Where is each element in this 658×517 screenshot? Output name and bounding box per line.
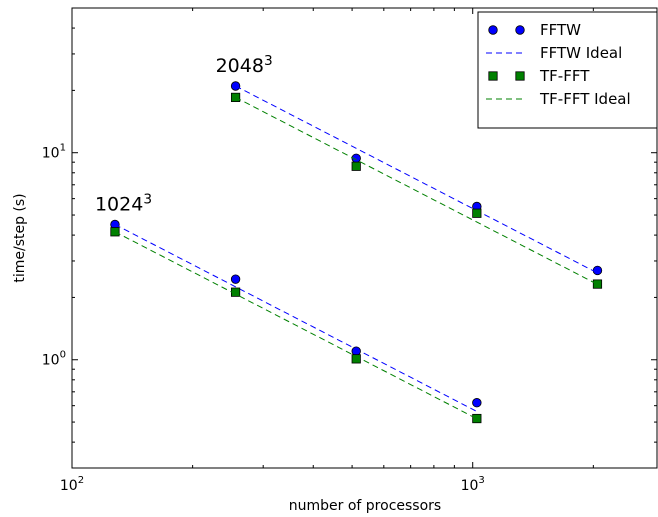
x-axis-label: number of processors	[289, 498, 441, 514]
data-point-square	[592, 279, 603, 289]
legend-label: FFTW Ideal	[540, 44, 622, 62]
data-point-square	[230, 92, 241, 102]
ideal-line	[114, 231, 478, 420]
legend-marker-circle	[515, 25, 525, 35]
data-point-square	[472, 208, 482, 218]
y-tick-label: 101	[42, 143, 66, 162]
legend-marker-square	[515, 71, 525, 81]
data-point-square	[110, 227, 120, 237]
size-annotation: 20483	[216, 53, 273, 77]
legend-marker-circle	[488, 25, 498, 35]
x-tick-label: 102	[60, 475, 84, 494]
legend-marker-square	[488, 71, 498, 81]
plot-frame	[71, 7, 658, 469]
data-point-square	[472, 413, 482, 424]
axis-ticks: 102 103 100 101	[42, 7, 657, 494]
legend-label: FFTW	[540, 21, 581, 39]
data-point-square	[351, 354, 361, 364]
ideal-line	[235, 96, 598, 285]
data-point-circle	[230, 274, 241, 284]
plot-area	[110, 81, 603, 424]
ideal-line	[114, 224, 478, 412]
x-tick-label: 103	[461, 475, 485, 494]
legend-box	[477, 11, 658, 129]
ideal-line	[235, 85, 598, 274]
data-point-square	[351, 161, 361, 171]
legend-label: TF-FFT Ideal	[539, 90, 631, 108]
annotations: 10243 20483	[95, 53, 273, 216]
legend-label: TF-FFT	[539, 67, 590, 85]
y-tick-label: 100	[42, 350, 66, 369]
y-axis-label: time/step (s)	[12, 193, 28, 282]
data-point-circle	[472, 398, 482, 408]
size-annotation: 10243	[95, 192, 152, 216]
data-point-circle	[592, 265, 603, 276]
legend: FFTW FFTW Ideal TF-FFT TF-FFT Ideal	[477, 11, 658, 129]
